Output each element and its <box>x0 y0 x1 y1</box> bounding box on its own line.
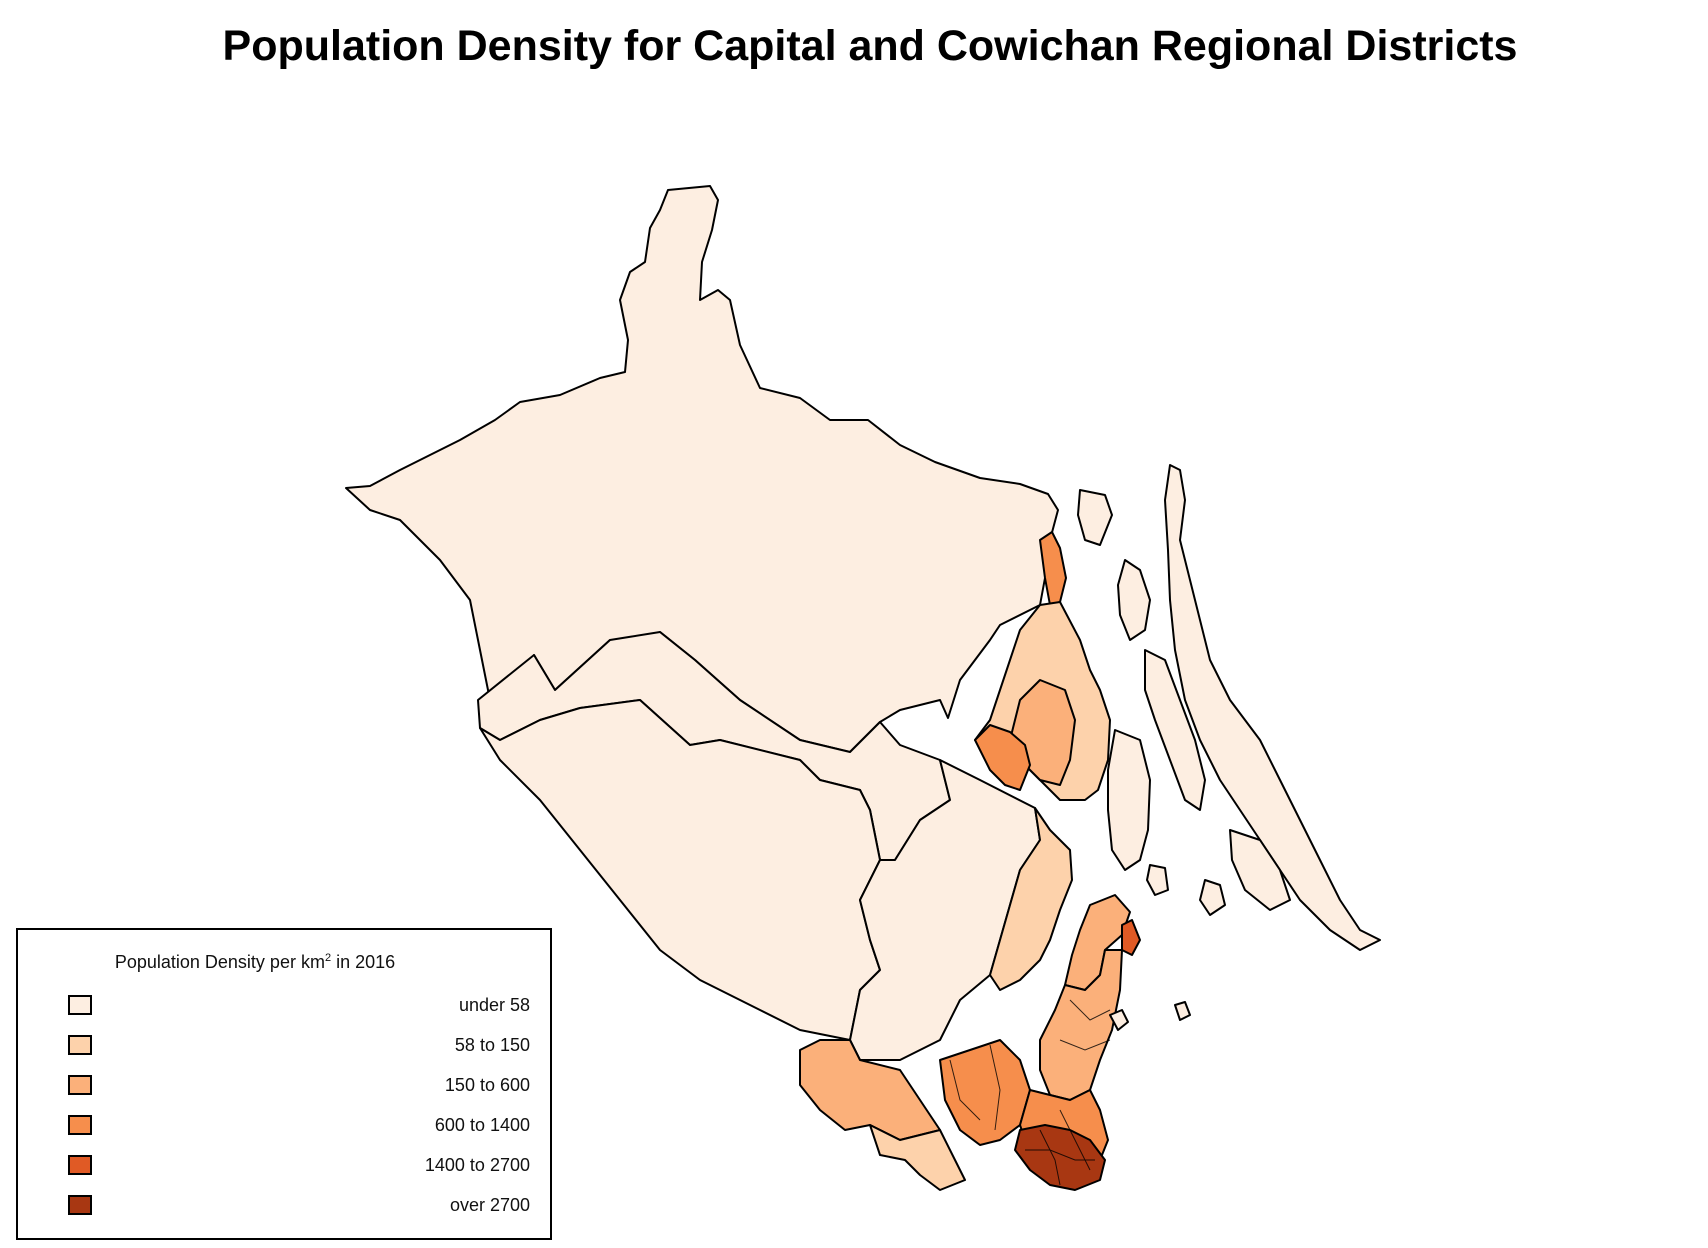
map-region <box>1199 879 1226 916</box>
map-region <box>1039 949 1123 1101</box>
map-region <box>1146 864 1169 896</box>
legend-item: 1400 to 2700 <box>68 1152 548 1182</box>
legend-title-prefix: Population Density per km <box>114 952 325 972</box>
legend-swatch <box>68 1115 92 1135</box>
legend-label: 1400 to 2700 <box>424 1155 530 1175</box>
map-region <box>1107 729 1151 871</box>
legend-item: 58 to 150 <box>68 1032 548 1062</box>
legend-label: under 58 <box>458 995 530 1015</box>
legend-title-suffix: in 2016 <box>331 952 396 972</box>
legend-swatch <box>68 1155 92 1175</box>
legend-swatch <box>68 995 92 1015</box>
tract-boundary <box>1059 1039 1111 1051</box>
tract-boundary <box>1039 1129 1061 1186</box>
map-region <box>1174 1001 1191 1021</box>
map-region <box>1229 829 1291 911</box>
map-region <box>939 1039 1031 1146</box>
legend-item: 150 to 600 <box>68 1072 548 1102</box>
legend-swatch <box>68 1075 92 1095</box>
legend-label: 58 to 150 <box>454 1035 530 1055</box>
legend-swatch <box>68 1195 92 1215</box>
tract-boundary <box>1025 1149 1095 1161</box>
map-region <box>989 807 1073 991</box>
legend-swatch <box>68 1035 92 1055</box>
map-region <box>1121 919 1141 956</box>
legend-label: 150 to 600 <box>444 1075 530 1095</box>
tract-boundary <box>1069 999 1111 1021</box>
map-region <box>1144 649 1206 811</box>
legend-title-superscript: 2 <box>324 952 332 964</box>
legend-item: under 58 <box>68 992 548 1022</box>
map-title: Population Density for Capital and Cowic… <box>222 22 1518 70</box>
map-region <box>1164 464 1381 951</box>
tract-boundary <box>949 1059 981 1121</box>
map-region <box>1014 1124 1106 1191</box>
legend-item: over 2700 <box>68 1192 548 1222</box>
tract-boundary <box>989 1044 1001 1131</box>
map-legend: Population Density per km2 in 2016 under… <box>16 928 552 1240</box>
map-region <box>1077 489 1113 546</box>
legend-label: 600 to 1400 <box>434 1115 530 1135</box>
map-region <box>869 1124 966 1191</box>
map-region <box>1039 531 1067 606</box>
legend-item: 600 to 1400 <box>68 1112 548 1142</box>
legend-title: Population Density per km2 in 2016 <box>18 952 492 973</box>
legend-label: over 2700 <box>449 1195 530 1215</box>
map-region <box>1117 559 1151 641</box>
map-region <box>974 724 1031 791</box>
map-region <box>1109 1009 1129 1031</box>
